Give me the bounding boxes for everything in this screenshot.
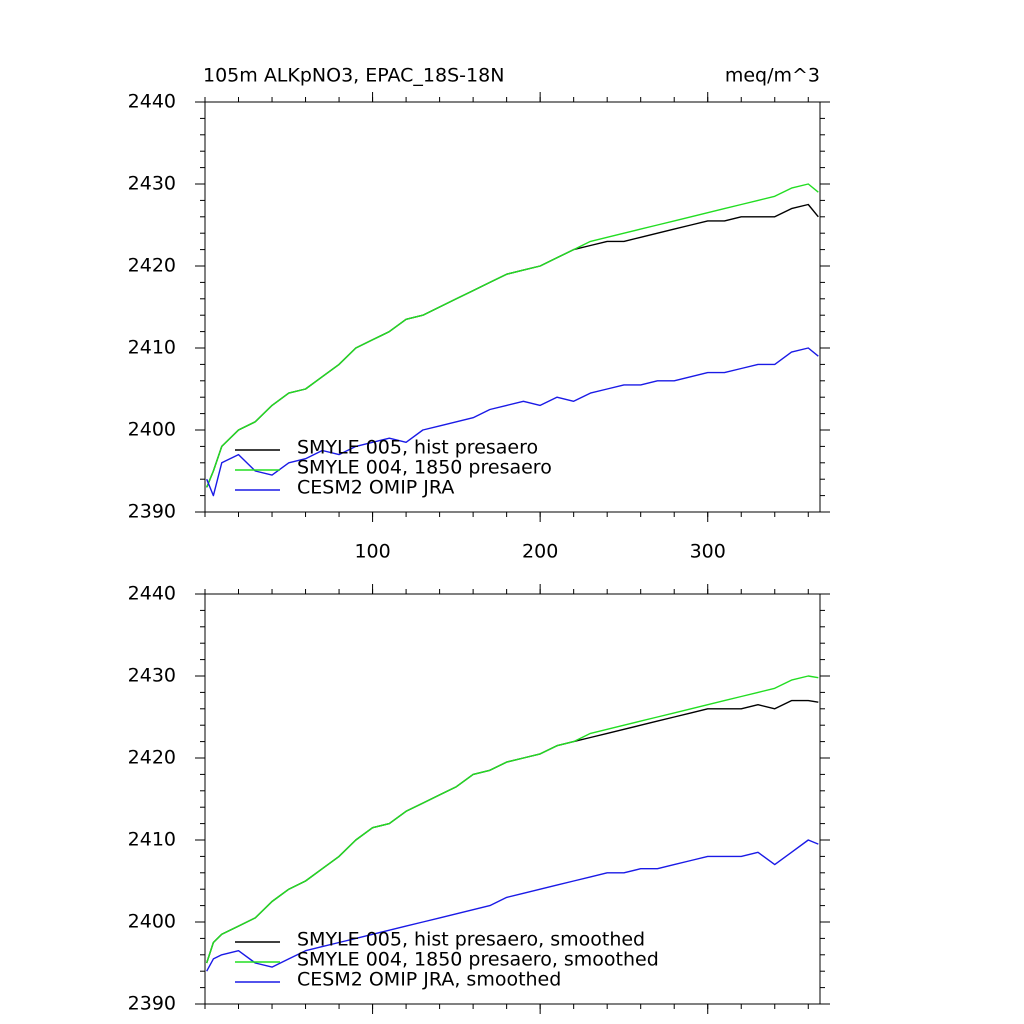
series-line [206, 839, 819, 972]
chart-title: 105m ALKpNO3, EPAC_18S-18N [203, 65, 504, 87]
plot-frame [204, 593, 821, 1005]
series-line [206, 675, 819, 964]
y-tick-label: 2430 [128, 665, 176, 687]
series-line [206, 347, 819, 497]
plot-frame [204, 101, 821, 513]
x-tick-label: 300 [690, 541, 726, 563]
legend-label: SMYLE 005, hist presaero, smoothed [297, 929, 645, 951]
legend-label: SMYLE 004, 1850 presaero [297, 457, 552, 479]
y-tick-label: 2410 [128, 829, 176, 851]
y-tick-label: 2390 [128, 501, 176, 523]
y-tick-label: 2430 [128, 173, 176, 195]
series-line [206, 699, 819, 964]
y-tick-label: 2420 [128, 747, 176, 769]
y-tick-label: 2440 [128, 583, 176, 605]
x-tick-label: 200 [522, 541, 558, 563]
series-line [206, 183, 819, 488]
x-tick-label: 100 [354, 541, 390, 563]
y-tick-label: 2440 [128, 91, 176, 113]
legend-label: SMYLE 004, 1850 presaero, smoothed [297, 949, 659, 971]
units-label: meq/m^3 [725, 65, 820, 87]
y-tick-label: 2400 [128, 419, 176, 441]
legend-label: CESM2 OMIP JRA, smoothed [297, 969, 561, 991]
y-tick-label: 2400 [128, 911, 176, 933]
legend-label: SMYLE 005, hist presaero [297, 437, 538, 459]
y-tick-label: 2390 [128, 993, 176, 1015]
y-tick-label: 2410 [128, 337, 176, 359]
y-tick-label: 2420 [128, 255, 176, 277]
legend-label: CESM2 OMIP JRA [297, 477, 454, 499]
